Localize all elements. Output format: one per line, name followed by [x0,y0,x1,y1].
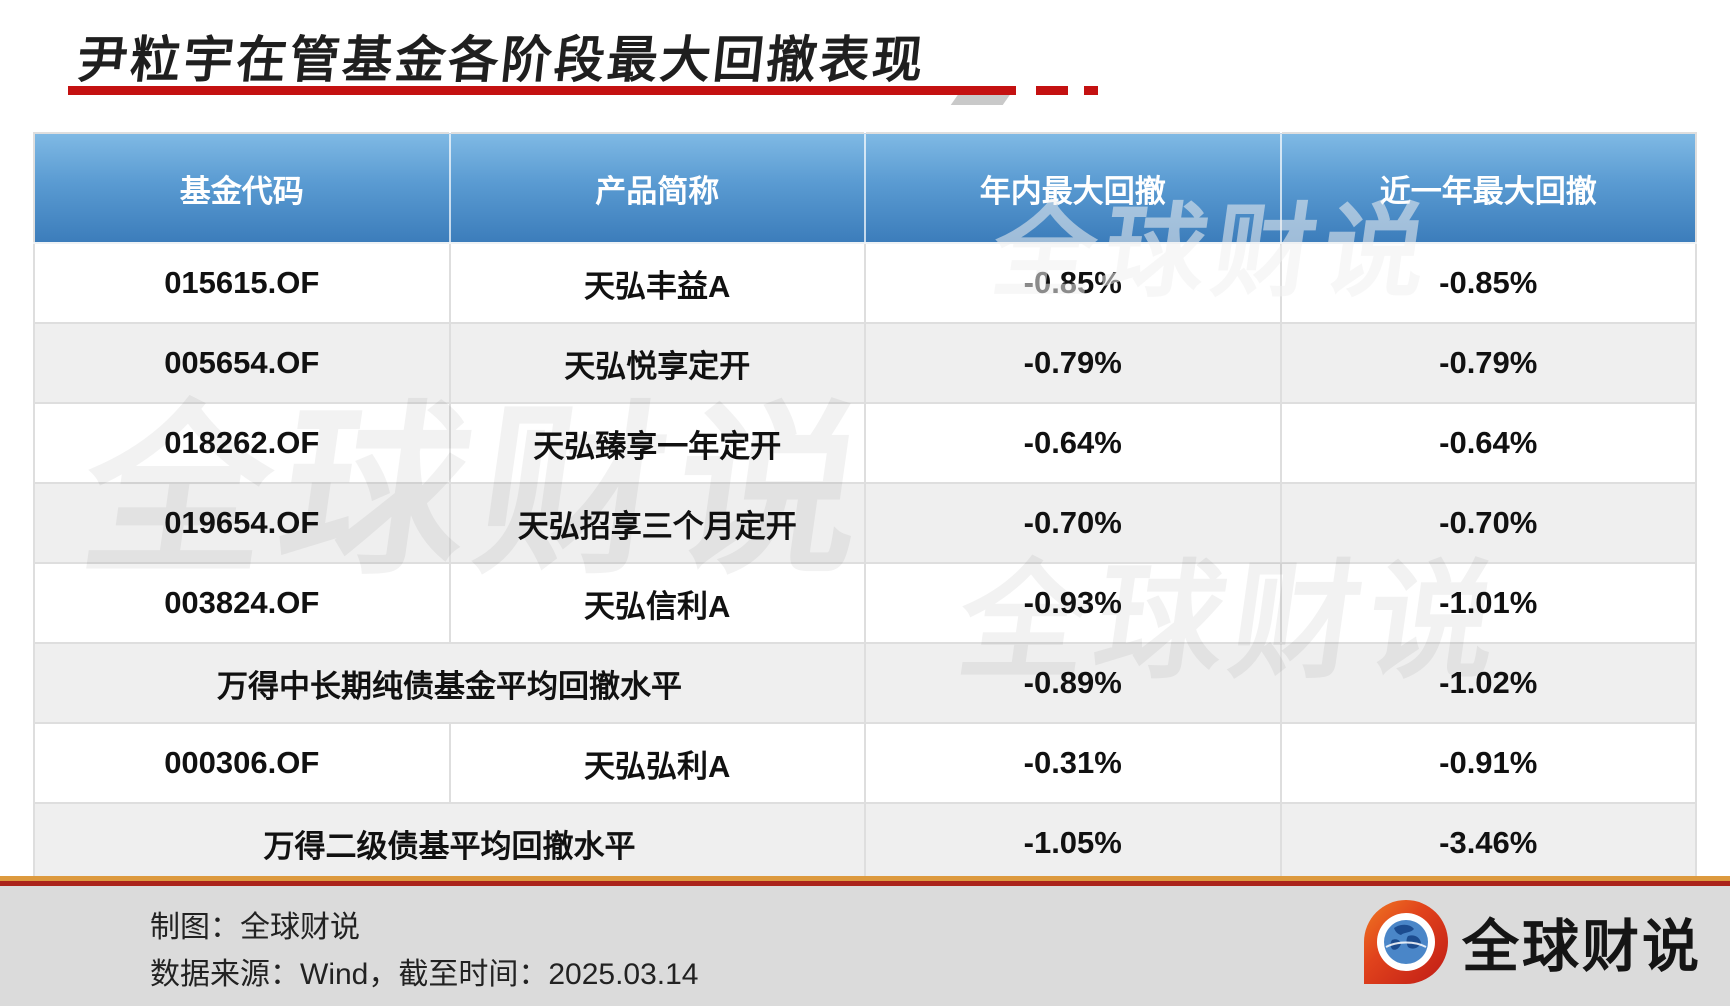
cell-product-name: 天弘臻享一年定开 [448,402,866,484]
cell-product-name: 天弘信利A [448,562,866,644]
cell-product-name: 天弘悦享定开 [448,322,866,404]
table-header-row: 基金代码 产品简称 年内最大回撤 近一年最大回撤 [34,133,1696,244]
table-row-benchmark: 万得二级债基平均回撤水平 -1.05% -3.46% [33,802,1697,884]
underline-main-bar [68,86,1016,95]
cell-ytd-drawdown: -0.89% [864,642,1282,724]
divider-red-line [0,881,1730,886]
cell-1y-drawdown: -1.02% [1279,642,1697,724]
cell-ytd-drawdown: -0.64% [864,402,1282,484]
title-underline [68,86,1108,105]
cell-ytd-drawdown: -0.31% [864,722,1282,804]
table-row: 018262.OF 天弘臻享一年定开 -0.64% -0.64% [33,402,1697,484]
divider-orange-line [0,876,1730,881]
col-header-product-name: 产品简称 [449,133,866,244]
table-row: 019654.OF 天弘招享三个月定开 -0.70% -0.70% [33,482,1697,564]
cell-ytd-drawdown: -0.85% [864,242,1282,324]
cell-fund-code: 005654.OF [33,322,451,404]
col-header-fund-code: 基金代码 [34,133,451,244]
cell-fund-code: 018262.OF [33,402,451,484]
cell-ytd-drawdown: -0.70% [864,482,1282,564]
table-row: 015615.OF 天弘丰益A -0.85% -0.85% [33,242,1697,324]
underline-dash-2 [1084,86,1098,95]
cell-ytd-drawdown: -1.05% [864,802,1282,884]
globe-pin-icon [1364,900,1448,984]
table-row: 003824.OF 天弘信利A -0.93% -1.01% [33,562,1697,644]
cell-fund-code: 019654.OF [33,482,451,564]
table-row: 005654.OF 天弘悦享定开 -0.79% -0.79% [33,322,1697,404]
cell-product-name: 天弘弘利A [448,722,866,804]
cell-fund-code: 003824.OF [33,562,451,644]
col-header-1y-drawdown: 近一年最大回撤 [1280,133,1696,244]
cell-1y-drawdown: -0.79% [1279,322,1697,404]
table-row-benchmark: 万得中长期纯债基金平均回撤水平 -0.89% -1.02% [33,642,1697,724]
data-source-line: 数据来源：Wind，截至时间：2025.03.14 [150,958,699,991]
cell-benchmark-label: 万得中长期纯债基金平均回撤水平 [33,642,866,724]
cell-1y-drawdown: -0.64% [1279,402,1697,484]
footer-divider [0,876,1730,886]
cell-1y-drawdown: -0.91% [1279,722,1697,804]
cell-1y-drawdown: -0.70% [1279,482,1697,564]
cell-product-name: 天弘丰益A [448,242,866,324]
cell-fund-code: 000306.OF [33,722,451,804]
col-header-ytd-drawdown: 年内最大回撤 [865,133,1282,244]
cell-fund-code: 015615.OF [33,242,451,324]
page-title: 尹粒宇在管基金各阶段最大回撤表现 [74,32,929,88]
credit-line: 制图：全球财说 [150,911,360,944]
globe-icon [1384,920,1428,964]
table-row: 000306.OF 天弘弘利A -0.31% -0.91% [33,722,1697,804]
brand-logo: 全球财说 [1364,900,1702,984]
cell-1y-drawdown: -0.85% [1279,242,1697,324]
footer: 制图：全球财说 数据来源：Wind，截至时间：2025.03.14 全球财说 [0,886,1730,1006]
cell-1y-drawdown: -3.46% [1279,802,1697,884]
brand-logo-text: 全球财说 [1462,915,1702,979]
cell-product-name: 天弘招享三个月定开 [448,482,866,564]
cell-benchmark-label: 万得二级债基平均回撤水平 [33,802,866,884]
fund-drawdown-table: 基金代码 产品简称 年内最大回撤 近一年最大回撤 015615.OF 天弘丰益A… [33,132,1697,884]
underline-dash-1 [1036,86,1068,95]
cell-ytd-drawdown: -0.93% [864,562,1282,644]
cell-1y-drawdown: -1.01% [1279,562,1697,644]
cell-ytd-drawdown: -0.79% [864,322,1282,404]
